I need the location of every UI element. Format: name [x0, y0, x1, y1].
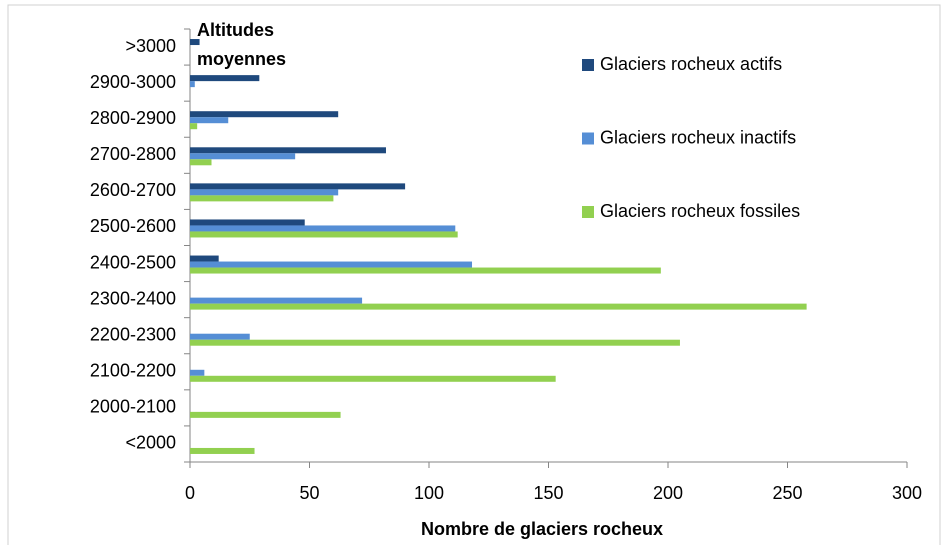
- x-tick-label: 0: [185, 483, 195, 503]
- x-tick-label: 300: [892, 483, 922, 503]
- bar: [190, 183, 406, 190]
- bar: [190, 447, 255, 454]
- bar: [190, 159, 212, 166]
- x-tick-label: 200: [653, 483, 683, 503]
- y-tick-label: <2000: [125, 433, 176, 453]
- x-axis-title: Nombre de glaciers rocheux: [421, 519, 663, 539]
- y-tick-label: 2600-2700: [90, 180, 176, 200]
- bar: [190, 195, 334, 202]
- chart-title: Altitudes: [197, 20, 274, 40]
- bar: [190, 219, 305, 226]
- y-tick-label: 2200-2300: [90, 324, 176, 344]
- legend-swatch: [582, 59, 594, 71]
- y-tick-label: 2500-2600: [90, 216, 176, 236]
- bar: [190, 117, 229, 124]
- x-tick-label: 150: [533, 483, 563, 503]
- x-tick-label: 250: [772, 483, 802, 503]
- legend-swatch: [582, 132, 594, 145]
- legend-label: Glaciers rocheux inactifs: [600, 127, 796, 147]
- bar: [190, 261, 473, 268]
- bar: [190, 297, 363, 304]
- chart-border: [7, 4, 941, 550]
- legend-label: Glaciers rocheux actifs: [600, 54, 782, 74]
- y-tick-label: 2300-2400: [90, 288, 176, 308]
- legend-swatch: [582, 206, 594, 218]
- bar: [190, 123, 198, 130]
- x-tick-label: 100: [414, 483, 444, 503]
- bar: [190, 147, 386, 154]
- y-tick-label: 2800-2900: [90, 108, 176, 128]
- bar: [190, 303, 807, 310]
- x-tick-label: 50: [299, 483, 319, 503]
- y-tick-label: 2700-2800: [90, 144, 176, 164]
- bar: [190, 255, 219, 262]
- bar: [190, 267, 661, 274]
- legend-label: Glaciers rocheux fossiles: [600, 201, 800, 221]
- bar: [190, 411, 341, 418]
- bar: [190, 231, 458, 238]
- bar: [190, 339, 680, 346]
- bar: [190, 333, 250, 340]
- bar: [190, 153, 296, 160]
- y-tick-label: 2000-2100: [90, 397, 176, 417]
- bar: [190, 369, 205, 376]
- chart-title: moyennes: [197, 49, 286, 69]
- bar: [190, 111, 339, 118]
- y-tick-label: >3000: [125, 36, 176, 56]
- bar: [190, 225, 456, 232]
- y-tick-label: 2400-2500: [90, 252, 176, 272]
- bar: [190, 189, 339, 196]
- y-tick-label: 2900-3000: [90, 72, 176, 92]
- bar: [190, 375, 556, 382]
- bar: [190, 81, 195, 88]
- bar: [190, 75, 260, 82]
- bar: [190, 39, 200, 46]
- y-tick-label: 2100-2200: [90, 361, 176, 381]
